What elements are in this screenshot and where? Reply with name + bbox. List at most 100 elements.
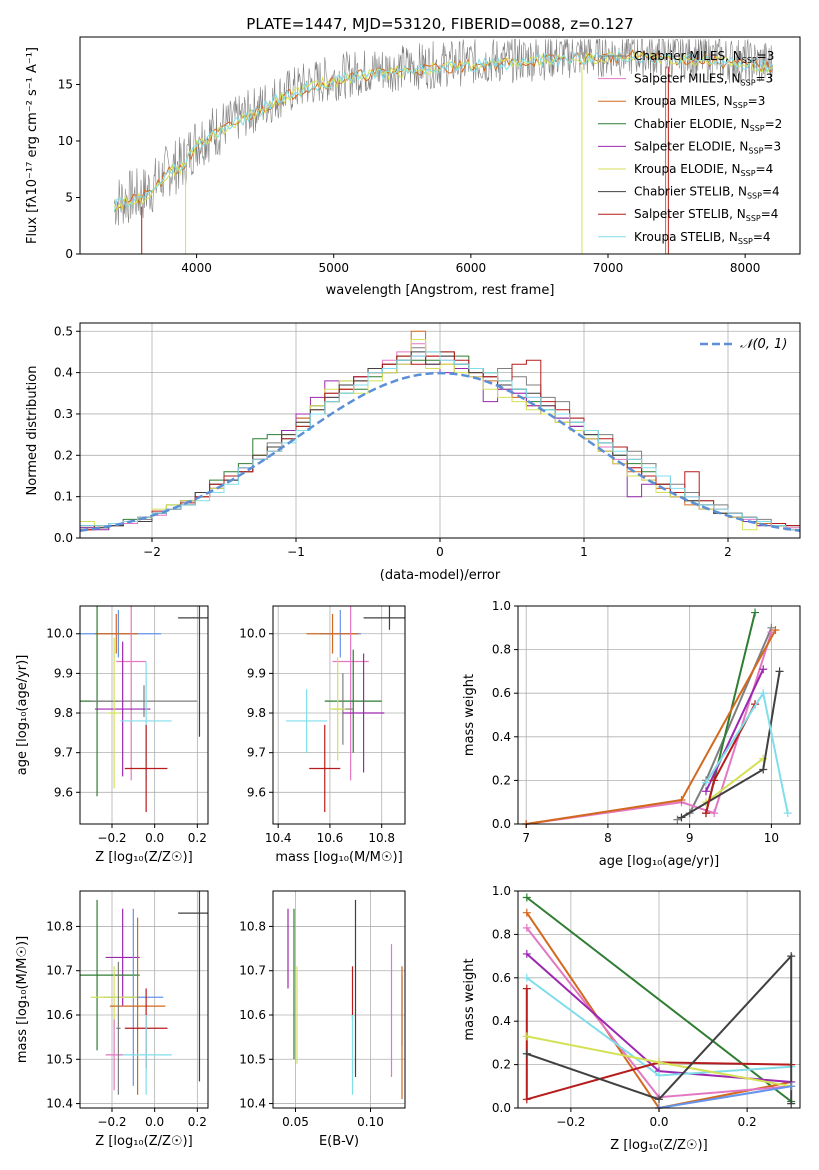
mass-weight-marker xyxy=(787,1099,796,1108)
y-tick-label: 9.9 xyxy=(54,666,73,680)
x-tick-label: 4000 xyxy=(181,261,212,275)
axes-frame xyxy=(79,890,209,1109)
y-tick-label: 9.8 xyxy=(247,706,266,720)
legend-entry: Kroupa ELODIE, NSSP=4 xyxy=(634,162,773,178)
x-tick-label: 10.6 xyxy=(317,831,344,845)
mass-weight-marker xyxy=(775,667,784,676)
axes-mass_vs_ebv xyxy=(273,891,405,1108)
y-tick-label: 5 xyxy=(65,190,73,204)
x-axis-label: E(B-V) xyxy=(319,1134,359,1149)
y-axis-label: mass [log₁₀(M/M☉)] xyxy=(15,936,30,1063)
x-tick-label: 5000 xyxy=(318,261,349,275)
mass-weight-marker xyxy=(710,809,719,818)
mass-weight-marker xyxy=(702,778,710,787)
mass-weight-marker xyxy=(522,923,531,932)
x-tick-label: 0.0 xyxy=(145,831,164,845)
legend-entry: Salpeter STELIB, NSSP=4 xyxy=(634,207,778,223)
errorbars-age_vs_Z xyxy=(80,606,208,813)
x-tick-label: 6000 xyxy=(456,261,487,275)
y-tick-label: 0.5 xyxy=(54,324,73,338)
x-axis-label: Z [log₁₀(Z/Z☉)] xyxy=(610,1138,707,1153)
legend-entry: Kroupa STELIB, NSSP=4 xyxy=(634,230,771,246)
y-tick-label: 0.6 xyxy=(492,971,511,985)
x-tick-label: −0.2 xyxy=(556,1115,585,1129)
y-tick-label: 0.8 xyxy=(492,927,511,941)
normal-curve xyxy=(79,371,801,533)
frame-age_vs_mass: 10.4 10.6 10.8 9.6 9.7 9.8 9.9 10.0 mass [log₁₀(… xyxy=(239,605,406,865)
x-tick-label: −2 xyxy=(143,545,161,559)
y-tick-label: 0.6 xyxy=(492,686,511,700)
mass-weight-line xyxy=(526,896,792,1103)
frame-mass_vs_ebv: 0.05 0.10 10.4 10.5 10.6 10.7 10.8 E(B-V) xyxy=(239,890,406,1149)
axes-age_vs_mass xyxy=(273,606,405,824)
mass-weight-line xyxy=(525,988,792,1101)
mass-weight-marker xyxy=(522,908,531,917)
mass-weight-line xyxy=(526,953,793,1104)
spectrum-model-line-kroupa_stelib xyxy=(113,49,773,212)
y-tick-label: 10.4 xyxy=(239,1097,266,1111)
x-axis-label: mass [log₁₀(M/M☉)] xyxy=(275,850,402,865)
frame-age_vs_Z: −0.2 0.0 0.2 9.6 9.7 9.8 9.9 10.0 Z [log₁₀(Z/Z☉)… xyxy=(15,605,209,865)
errorbars-mass_vs_Z xyxy=(80,891,208,1095)
errorbars-mass_vs_ebv xyxy=(287,899,403,1100)
y-tick-label: 10.5 xyxy=(239,1052,266,1066)
x-axis-label: Z [log₁₀(Z/Z☉)] xyxy=(95,850,192,865)
y-axis-label: age [log₁₀(age/yr)] xyxy=(15,655,30,776)
x-axis-label: age [log₁₀(age/yr)] xyxy=(599,854,720,869)
x-tick-label: 0.05 xyxy=(282,1115,309,1129)
mass-weight-marker xyxy=(655,1071,663,1080)
mass-weight-marker xyxy=(522,893,531,902)
x-tick-label: −0.2 xyxy=(97,1115,126,1129)
mass-weight-line xyxy=(658,1085,792,1109)
frame-mass_vs_Z: −0.2 0.0 0.2 10.4 10.5 10.6 10.7 10.8 Z [log₁₀(Z… xyxy=(15,890,209,1149)
mass-weight-marker xyxy=(655,1058,663,1067)
mass-weight-line xyxy=(705,668,765,792)
x-tick-label: 1 xyxy=(580,545,588,559)
y-tick-label: 10.0 xyxy=(46,627,73,641)
errorbars-age_vs_mass xyxy=(285,606,405,813)
x-tick-label: 0.2 xyxy=(188,831,207,845)
x-tick-label: 0.2 xyxy=(188,1115,207,1129)
y-tick-label: 10.8 xyxy=(46,919,73,933)
y-tick-label: 1.0 xyxy=(492,599,511,613)
mass-weight-marker xyxy=(787,1082,796,1091)
mass-weight-marker xyxy=(522,1095,531,1104)
y-tick-label: 9.8 xyxy=(54,706,73,720)
x-tick-label: 0.0 xyxy=(649,1115,668,1129)
x-tick-label: 0.10 xyxy=(357,1115,384,1129)
x-tick-label: −1 xyxy=(287,545,305,559)
x-tick-label: 2 xyxy=(724,545,732,559)
figure-title: PLATE=1447, MJD=53120, FIBERID=0088, z=0… xyxy=(246,15,633,33)
x-tick-label: 0 xyxy=(436,545,444,559)
mass-weight-marker xyxy=(522,984,531,993)
legend-entry: Chabrier MILES, NSSP=3 xyxy=(634,49,774,65)
x-tick-label: −0.2 xyxy=(97,831,126,845)
y-tick-label: 9.6 xyxy=(247,785,266,799)
legend-entry: Salpeter ELODIE, NSSP=3 xyxy=(634,139,781,155)
y-axis-label: mass weight xyxy=(462,958,477,1040)
y-tick-label: 10.5 xyxy=(46,1052,73,1066)
frame-residuals: −2 −1 0 1 2 0.0 0.1 0.2 0.3 0.4 0.5 (data-model)/er… xyxy=(25,322,801,583)
mass-weight-marker xyxy=(751,608,760,617)
legend-entry: Chabrier STELIB, NSSP=4 xyxy=(634,185,780,201)
x-tick-label: 7000 xyxy=(593,261,624,275)
y-tick-label: 0.3 xyxy=(54,407,73,421)
mass-weight-marker xyxy=(522,973,531,982)
axes-frame xyxy=(79,605,209,825)
x-axis-label: wavelength [Angstrom, rest frame] xyxy=(326,283,555,298)
y-tick-label: 10.4 xyxy=(46,1097,73,1111)
x-tick-label: 10.4 xyxy=(265,831,292,845)
y-tick-label: 0.2 xyxy=(54,448,73,462)
mass-weight-marker xyxy=(771,625,780,634)
y-tick-label: 0.1 xyxy=(54,490,73,504)
x-axis-label: (data-model)/error xyxy=(380,568,501,583)
y-tick-label: 10.8 xyxy=(239,919,266,933)
y-tick-label: 0.8 xyxy=(492,643,511,657)
x-tick-label: 10 xyxy=(764,831,779,845)
y-axis-label: mass weight xyxy=(462,674,477,756)
mass-weight-marker xyxy=(702,809,710,818)
mass-weight-marker xyxy=(759,689,768,698)
mass-weight-marker xyxy=(673,815,682,824)
axes-frame xyxy=(272,890,406,1109)
